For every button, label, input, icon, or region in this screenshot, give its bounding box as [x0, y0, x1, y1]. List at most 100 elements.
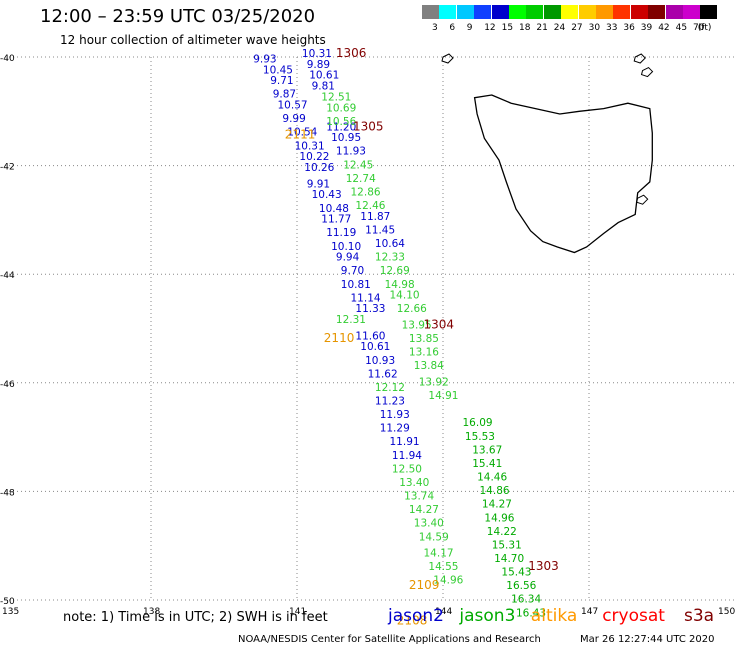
swh-label: 9.70: [341, 265, 364, 277]
legend-value: 6: [449, 23, 456, 33]
swh-label: 13.95: [402, 320, 432, 332]
swh-label: 10.57: [278, 100, 308, 112]
swh-label: 14.96: [433, 575, 463, 587]
lon-tick-label: 141: [289, 607, 306, 617]
swh-label: 11.14: [351, 292, 381, 304]
swh-label: 10.64: [375, 238, 405, 250]
lat-lon-grid: [5, 56, 735, 601]
swh-label: 12.74: [346, 173, 376, 185]
swh-label: 11.60: [355, 330, 385, 342]
cycle-labels: 1306 2111 1305 1304 2110 1303 2109 2108: [285, 46, 559, 627]
swh-label: 9.81: [312, 81, 335, 93]
swh-label: 10.43: [312, 189, 342, 201]
legend-swatch: [700, 5, 718, 19]
swh-label: 11.87: [360, 211, 390, 223]
legend-swatch: [439, 5, 457, 19]
swh-label: 14.70: [494, 553, 524, 565]
swh-label: 13.84: [414, 360, 444, 372]
legend-value: 24: [553, 23, 566, 33]
swh-label: 16.43: [516, 607, 546, 619]
lat-tick-label: -44: [0, 271, 15, 281]
swh-label: 12.86: [351, 187, 381, 199]
swh-label: 12.12: [375, 382, 405, 394]
legend-unit: (ft): [697, 23, 712, 33]
swh-label: 9.93: [253, 53, 276, 65]
cycle-label: 1306: [336, 46, 367, 60]
swh-label: 13.40: [414, 518, 444, 530]
legend-swatch: [665, 5, 683, 19]
legend-value: 39: [640, 23, 653, 33]
lat-tick-label: -46: [0, 380, 15, 390]
swh-label: 9.71: [270, 75, 293, 87]
swh-label: 13.40: [399, 477, 429, 489]
swh-label: 14.96: [484, 512, 514, 524]
island-outline: [441, 53, 454, 64]
island-outline: [633, 53, 646, 64]
legend-value: 15: [501, 23, 514, 33]
cycle-label: 1303: [528, 559, 559, 573]
swh-label: 15.41: [472, 458, 502, 470]
satellite-altika: altika: [530, 606, 578, 626]
legend-value: 70: [693, 23, 705, 33]
swh-label: 10.48: [319, 203, 349, 215]
swh-label: 10.26: [304, 162, 334, 174]
credit-text: NOAA/NESDIS Center for Satellite Applica…: [238, 634, 541, 645]
swh-label: 15.53: [465, 431, 495, 443]
swh-label: 11.19: [326, 227, 356, 239]
legend-value: 9: [466, 23, 473, 33]
lon-tick-label: 138: [143, 607, 160, 617]
swh-label: 10.31: [295, 140, 325, 152]
track-2110: 12.3112.1212.5013.4013.7414.2713.4014.59…: [336, 314, 464, 587]
swh-label: 12.69: [380, 265, 410, 277]
map-title: 12:00 – 23:59 UTC 03/25/2020: [40, 6, 316, 27]
swh-label: 16.56: [506, 580, 536, 592]
legend-swatch: [561, 5, 579, 19]
swh-label: 11.94: [392, 450, 422, 462]
swh-label: 15.43: [501, 567, 531, 579]
swh-label: 10.81: [341, 279, 371, 291]
lon-tick-label: 150: [718, 607, 735, 617]
swh-label: 10.93: [365, 355, 395, 367]
swh-label: 14.27: [409, 504, 439, 516]
legend-value: 36: [623, 23, 635, 33]
timestamp-text: Mar 26 12:27:44 UTC 2020: [580, 634, 715, 645]
legend-value: 27: [571, 23, 583, 33]
cycle-label: 1305: [353, 119, 384, 133]
satellite-jason2: jason2: [388, 606, 444, 626]
swh-label: 10.95: [331, 132, 361, 144]
swh-label: 14.98: [385, 279, 415, 291]
swh-label: 10.56: [326, 116, 356, 128]
altimeter-tracks: 9.9310.459.719.8710.579.9910.5410.3110.2…: [253, 48, 546, 619]
swh-label: 9.94: [336, 252, 360, 264]
legend-swatch: [509, 5, 526, 19]
swh-label: 11.23: [375, 396, 405, 408]
legend-value: 42: [658, 23, 670, 33]
swh-label: 9.99: [282, 113, 305, 125]
legend-value: 21: [536, 23, 548, 33]
swh-label: 16.34: [511, 594, 541, 606]
swh-label: 11.77: [321, 214, 351, 226]
lat-tick-label: -40: [0, 54, 15, 64]
swh-label: 12.45: [343, 159, 373, 171]
swh-label: 9.91: [307, 178, 330, 190]
swh-label: 13.92: [419, 377, 449, 389]
swh-label: 14.91: [428, 390, 458, 402]
swh-label: 11.33: [355, 303, 385, 315]
swh-label: 14.59: [419, 531, 449, 543]
legend-swatch: [456, 5, 474, 19]
swh-label: 11.45: [365, 225, 395, 237]
track-2111: 9.9310.459.719.8710.579.9910.5410.3110.2…: [253, 53, 422, 461]
tasmania-coastline: [473, 94, 653, 254]
swh-label: 11.93: [380, 409, 410, 421]
legend-swatch: [526, 5, 544, 19]
swh-label: 10.61: [360, 341, 390, 353]
legend-value: 12: [484, 23, 496, 33]
satellite-cryosat: cryosat: [602, 606, 665, 626]
swh-label: 16.09: [463, 417, 493, 429]
lon-tick-label: 144: [435, 607, 452, 617]
